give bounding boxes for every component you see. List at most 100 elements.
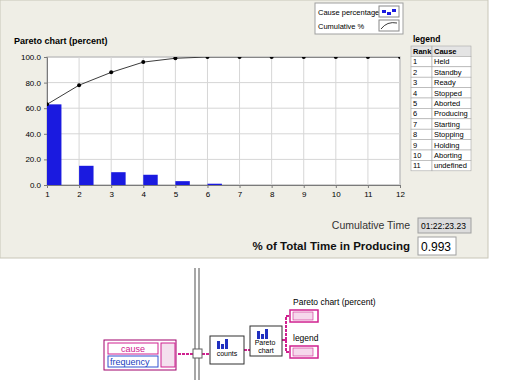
table-text: Standby (434, 68, 462, 77)
page: Pareto chart (percent)0.020.040.060.080.… (0, 0, 506, 380)
grid-line-x (271, 57, 272, 185)
tick-mark (368, 185, 369, 188)
marker (109, 70, 113, 74)
indicator-value: 01:22:23.23 (421, 221, 466, 231)
table-text: 1 (413, 57, 417, 66)
legend: Cause percentageCumulative % (315, 3, 403, 34)
cluster-label: frequency (110, 357, 150, 367)
tick-label: 20.0 (25, 155, 41, 164)
cluster-element (108, 343, 158, 354)
tick-label: 0.0 (30, 181, 42, 190)
table-text: Stopping (434, 130, 464, 139)
bar (175, 181, 189, 185)
table-text: Ready (434, 78, 456, 87)
table-cell (432, 140, 471, 150)
table-text: 10 (413, 151, 421, 160)
legend-table: RankCause1Held2Standby3Ready4Stopped5Abo… (411, 46, 471, 171)
bar (111, 172, 125, 185)
tick-label: 11 (364, 190, 373, 199)
line (47, 57, 400, 104)
tick: 11 (364, 185, 373, 199)
marker (238, 57, 242, 59)
legend-label: Cause percentage (318, 8, 379, 17)
table-cell (411, 119, 432, 129)
table-text: 3 (413, 78, 417, 87)
table-cell (411, 77, 432, 87)
plot-area (47, 57, 400, 185)
table-cell (432, 160, 471, 170)
legend-swatch (382, 10, 386, 13)
tick-mark (44, 57, 47, 58)
marker (77, 83, 81, 87)
indicator-value: 0.993 (421, 240, 451, 254)
table-text: Stopped (434, 89, 462, 98)
bar (79, 166, 93, 185)
tick-mark (175, 185, 176, 188)
table-cell (411, 46, 432, 56)
table-cell (432, 77, 471, 87)
table-text: 4 (413, 89, 417, 98)
subvi-icon (250, 326, 282, 356)
legend-box (315, 3, 403, 34)
bar (143, 175, 157, 185)
grid-line-x (303, 57, 304, 185)
table-cell (432, 98, 471, 108)
bar (207, 184, 221, 185)
tick-mark (111, 185, 112, 188)
grid-line-y (47, 159, 400, 160)
tick-mark (44, 134, 47, 135)
table-text: Aborting (434, 151, 462, 160)
tick-mark (400, 185, 401, 188)
table-label: legend (413, 34, 440, 44)
grid-line-x (239, 57, 240, 185)
grid-line-y (47, 133, 400, 134)
tick-mark (79, 185, 80, 188)
table-cell (411, 98, 432, 108)
terminal-glyph (293, 312, 313, 320)
tick: 80.0 (25, 79, 47, 88)
cluster-element (108, 356, 158, 367)
table-text: 11 (413, 161, 421, 170)
grid-line-y (47, 82, 400, 83)
front-panel (0, 0, 488, 258)
table-text: Aborted (434, 99, 460, 108)
table-cell (411, 150, 432, 160)
tick: 2 (77, 185, 82, 199)
table-text: 8 (413, 130, 417, 139)
table-cell (411, 140, 432, 150)
marker (270, 57, 274, 59)
tick-label: 40.0 (25, 130, 41, 139)
icon-glyph (265, 329, 268, 339)
grid-line-x (335, 57, 336, 185)
cluster (104, 340, 176, 370)
marker (334, 57, 338, 59)
terminal (290, 310, 318, 322)
table-text: 5 (413, 99, 417, 108)
table-cell (411, 108, 432, 118)
tick-label: 7 (238, 190, 243, 199)
tick-mark (143, 185, 144, 188)
indicator-label: % of Total Time in Producing (253, 240, 410, 252)
marker (302, 57, 306, 59)
table-cell (432, 46, 471, 56)
legend-icon (379, 20, 399, 31)
bar (304, 185, 318, 186)
marker (141, 60, 145, 64)
tick-label: 2 (77, 190, 82, 199)
table-text: 9 (413, 141, 417, 150)
tick: 10 (332, 185, 341, 199)
legend-icon-frame (379, 20, 399, 31)
tick: 8 (270, 185, 275, 199)
unbundle-node (161, 343, 175, 367)
tick-label: 3 (109, 190, 114, 199)
marker (366, 57, 370, 59)
wire (282, 316, 290, 352)
tick-label: 8 (270, 190, 275, 199)
tick: 12 (396, 185, 405, 199)
table-cell (432, 129, 471, 139)
chart-title: Pareto chart (percent) (14, 36, 108, 46)
table-cell (432, 150, 471, 160)
indicator-box (418, 218, 471, 233)
tick-mark (44, 108, 47, 109)
legend-icon-frame (379, 6, 399, 17)
